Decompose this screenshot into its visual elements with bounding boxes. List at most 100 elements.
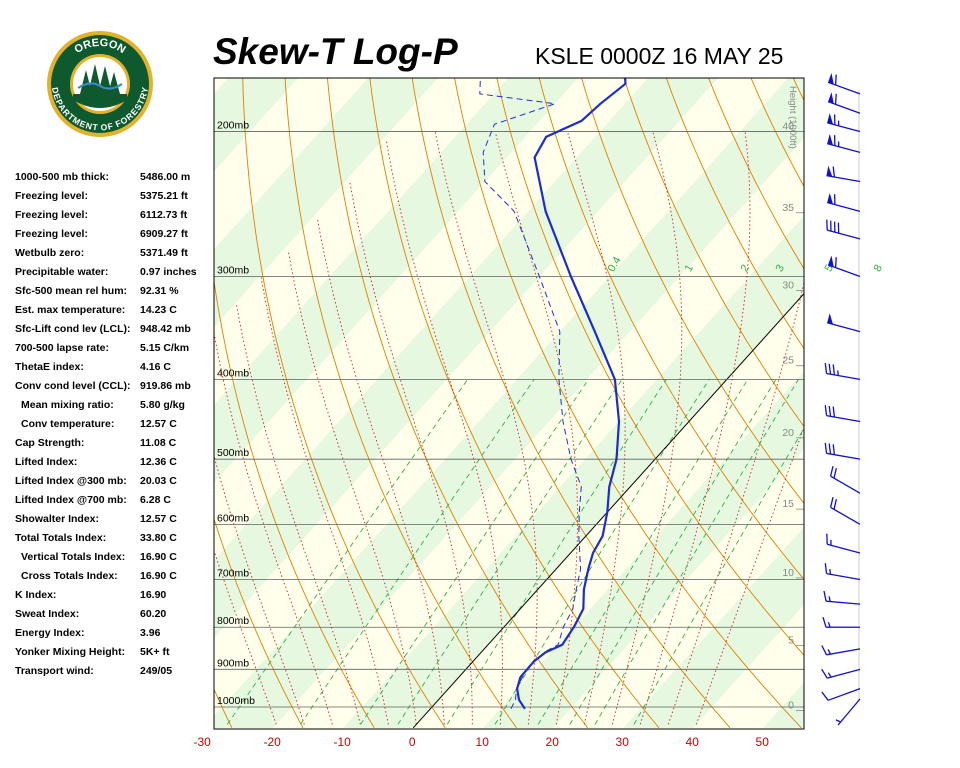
height-tick-label: 10 bbox=[782, 567, 794, 579]
pressure-label: 200mb bbox=[217, 120, 249, 132]
wind-barb-feather bbox=[828, 443, 832, 455]
height-axis-title: Height (1000ft) bbox=[787, 86, 798, 149]
isotherm-band bbox=[483, 371, 804, 728]
wind-barb-feather bbox=[832, 364, 836, 375]
moist-adiabat-line bbox=[236, 305, 361, 725]
stat-value: 948.42 mb bbox=[140, 323, 191, 335]
wind-barb-feather bbox=[828, 405, 832, 417]
height-tick-label: 40 bbox=[782, 121, 794, 133]
stat-row: Sfc-Lift cond lev (LCL): 948.42 mb bbox=[15, 320, 215, 339]
wind-barb-staff bbox=[827, 688, 861, 701]
stat-label: Lifted Index @700 mb: bbox=[15, 494, 127, 506]
stat-value: 16.90 C bbox=[140, 551, 177, 563]
moist-adiabat-line bbox=[385, 140, 503, 725]
mixing-ratio-line bbox=[594, 379, 799, 725]
wind-barb-feather bbox=[823, 590, 827, 602]
pressure-label: 700mb bbox=[217, 567, 249, 579]
dry-adiabat-line bbox=[242, 78, 446, 729]
wind-barb-staff bbox=[826, 648, 861, 656]
wind-barb-half-feather bbox=[837, 370, 839, 376]
wind-barb bbox=[826, 533, 861, 554]
stat-value: 0.97 inches bbox=[140, 266, 197, 278]
x-tick-label: 20 bbox=[546, 735, 560, 749]
stat-row: Conv temperature: 12.57 C bbox=[15, 415, 215, 434]
mixing-ratio-line bbox=[226, 379, 469, 725]
x-tick-label: -30 bbox=[194, 735, 212, 749]
height-tick-label: 30 bbox=[782, 280, 794, 292]
stat-label: 700-500 lapse rate: bbox=[15, 342, 109, 354]
zero-isotherm-line bbox=[412, 292, 804, 729]
moist-adiabat-line bbox=[260, 276, 389, 725]
stat-row: Lifted Index: 12.36 C bbox=[15, 453, 215, 472]
isotherm-band bbox=[343, 215, 804, 728]
wind-barb-half-feather bbox=[829, 569, 832, 575]
wind-barb-feather bbox=[829, 497, 834, 508]
wind-barb bbox=[827, 92, 861, 114]
moist-adiabat-line bbox=[316, 218, 445, 725]
pressure-label: 300mb bbox=[217, 265, 249, 277]
wind-barb-half-feather bbox=[828, 596, 831, 602]
stat-row: Lifted Index @700 mb: 6.28 C bbox=[15, 491, 215, 510]
mixing-ratio-line bbox=[300, 379, 535, 725]
wind-barb-flag bbox=[827, 313, 833, 325]
mixing-ratio-label: 5 bbox=[823, 263, 836, 274]
dry-adiabat-line bbox=[894, 29, 960, 728]
height-tick-label: 35 bbox=[782, 202, 794, 214]
isotherm-band bbox=[214, 78, 804, 728]
mixing-ratio-line bbox=[633, 427, 804, 725]
wind-barb-feather bbox=[824, 442, 828, 454]
mixing-ratio-line bbox=[360, 379, 589, 725]
dry-adiabat-line bbox=[935, 29, 960, 728]
x-tick-label: 30 bbox=[616, 735, 630, 749]
mixing-ratio-label: 3 bbox=[774, 263, 787, 274]
wind-barb bbox=[822, 617, 861, 628]
stat-label: Freezing level: bbox=[15, 228, 88, 240]
x-tick-label: -10 bbox=[334, 735, 352, 749]
stat-label: Cap Strength: bbox=[15, 437, 85, 449]
stat-label: Lifted Index: bbox=[15, 456, 78, 468]
stat-label: Total Totals Index: bbox=[15, 532, 107, 544]
moist-adiabat-line bbox=[639, 131, 751, 725]
stat-value: 16.90 C bbox=[140, 570, 177, 582]
wind-barb-flag bbox=[828, 72, 834, 85]
x-tick-label: -20 bbox=[264, 735, 282, 749]
stat-row: Sfc-500 mean rel hum: 92.31 % bbox=[15, 282, 215, 301]
stat-label: Sfc-Lift cond lev (LCL): bbox=[15, 323, 131, 335]
dry-adiabat-line bbox=[64, 29, 161, 728]
wind-barb-staff bbox=[837, 698, 861, 726]
mixing-ratio-line bbox=[569, 379, 777, 725]
wind-barb-half-feather bbox=[827, 649, 832, 655]
wind-barb-staff bbox=[827, 543, 861, 554]
stat-value: 12.57 C bbox=[140, 418, 177, 430]
stat-row: Freezing level: 6909.27 ft bbox=[15, 225, 215, 244]
dry-adiabat-line bbox=[853, 29, 960, 728]
moist-adiabat-line bbox=[287, 251, 417, 725]
height-tick-label: 5 bbox=[788, 635, 794, 647]
stat-label: Wetbulb zero: bbox=[15, 247, 85, 259]
wind-barb-flag bbox=[828, 255, 834, 267]
dry-adiabat-line bbox=[411, 78, 731, 729]
stat-value: 12.57 C bbox=[140, 513, 177, 525]
stat-row: Conv cond level (CCL): 919.86 mb bbox=[15, 377, 215, 396]
wind-barb-staff bbox=[830, 475, 861, 494]
stat-value: 92.31 % bbox=[140, 285, 179, 297]
stat-label: Conv cond level (CCL): bbox=[15, 380, 131, 392]
wind-barb-staff bbox=[827, 668, 861, 679]
moist-adiabat-line bbox=[567, 131, 626, 725]
height-tick-label: 25 bbox=[782, 355, 794, 367]
stat-value: 33.80 C bbox=[140, 532, 177, 544]
stat-label: Sweat Index: bbox=[15, 608, 80, 620]
stat-label: 1000-500 mb thick: bbox=[15, 171, 109, 183]
wind-barb bbox=[823, 590, 861, 605]
moist-adiabat-line bbox=[611, 131, 683, 725]
stat-row: Cap Strength: 11.08 C bbox=[15, 434, 215, 453]
stat-value: 5K+ ft bbox=[140, 646, 170, 658]
wind-barb-flag bbox=[827, 113, 833, 125]
wind-barb bbox=[827, 313, 861, 333]
dry-adiabat-line bbox=[496, 78, 804, 656]
stat-label: Sfc-500 mean rel hum: bbox=[15, 285, 128, 297]
wind-barb-staff bbox=[826, 600, 861, 605]
stat-row: Wetbulb zero: 5371.49 ft bbox=[15, 244, 215, 263]
dry-adiabat-line bbox=[665, 78, 804, 350]
wind-barb-staff bbox=[827, 264, 861, 278]
